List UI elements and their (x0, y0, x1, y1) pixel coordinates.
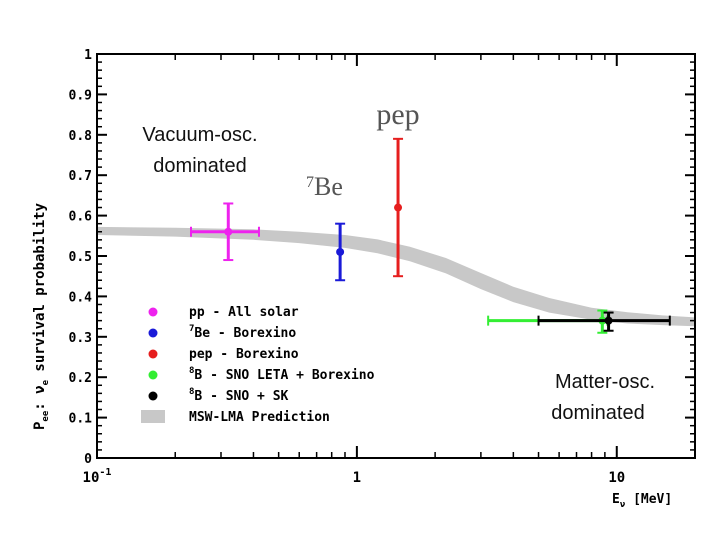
x-axis-title-main: E (612, 492, 620, 507)
pep-label: pep (376, 98, 419, 131)
y-axis-title: Pee: νe survival probability (32, 202, 51, 430)
y-axis-title-tail: survival probability (32, 202, 48, 380)
data-point-7be-borexino (335, 222, 346, 282)
y-axis-title-rest-sub: e (41, 379, 51, 385)
x-tick-label: 10-1 (83, 467, 112, 486)
y-axis-title-rest: : ν (32, 385, 48, 410)
data-layer (190, 137, 671, 334)
msw-lma-band (97, 226, 695, 327)
x-axis-title: Eν [MeV] (612, 492, 672, 510)
legend-item: 8B - SNO + SK (148, 387, 289, 404)
be7-label-sup: 7 (306, 174, 314, 191)
legend-swatch (148, 328, 158, 338)
legend-label-main: Be - Borexino (194, 326, 296, 341)
legend-item: pep - Borexino (148, 347, 299, 362)
legend-label-sup: 7 (189, 324, 194, 334)
prediction-band-layer (97, 226, 695, 327)
annotation-vacuum-line1: Vacuum-osc. (142, 124, 257, 146)
y-tick-label: 0.6 (69, 210, 93, 225)
data-point-pep-borexino (393, 137, 404, 278)
legend-label-sup: 8 (189, 387, 194, 397)
x-tick-label-base: 1 (353, 470, 361, 486)
legend-label: pep - Borexino (189, 347, 299, 362)
legend-swatch (148, 370, 158, 380)
y-tick-label: 0.5 (69, 250, 92, 265)
x-axis-title-tail: [MeV] (625, 492, 672, 507)
y-axis-title-sub: ee (41, 410, 51, 421)
legend-item-band: MSW-LMA Prediction (141, 410, 330, 425)
y-tick-label: 0.2 (69, 371, 92, 386)
x-tick-label: 1 (353, 470, 361, 486)
data-point-8b-sno-sk (537, 311, 671, 332)
annotation-matter-line1: Matter-osc. (555, 371, 655, 393)
y-tick-label: 0 (84, 452, 92, 467)
y-tick-label: 0.7 (69, 169, 92, 184)
y-tick-label: 0.8 (69, 129, 93, 144)
y-axis-title-main: P (32, 422, 48, 430)
annotation-matter-line2: dominated (551, 402, 644, 424)
legend-item: 8B - SNO LETA + Borexino (148, 366, 375, 383)
x-tick-label-base: 10 (608, 470, 625, 486)
legend-label: 7Be - Borexino (189, 324, 296, 341)
y-tick-label: 0.9 (69, 88, 92, 103)
data-marker (604, 316, 613, 325)
y-tick-label: 0.3 (69, 331, 92, 346)
data-marker (336, 247, 345, 256)
legend-band-label: MSW-LMA Prediction (189, 410, 330, 425)
x-tick-label: 10 (608, 470, 625, 486)
legend: pp - All solar 7Be - Borexino pep - Borexi… (141, 305, 375, 425)
legend-label-main: B - SNO + SK (194, 389, 288, 404)
be7-label-main: Be (314, 172, 343, 201)
x-axis-title-sub: ν (620, 500, 626, 510)
legend-swatch (148, 307, 158, 317)
annotation-vacuum-line2: dominated (153, 155, 246, 177)
legend-item: pp - All solar (148, 305, 299, 320)
data-point-pp-all-solar (190, 202, 260, 262)
y-tick-label: 0.4 (69, 290, 93, 305)
legend-label: pp - All solar (189, 305, 299, 320)
legend-item: 7Be - Borexino (148, 324, 296, 341)
legend-swatch (148, 391, 158, 401)
legend-label-sup: 8 (189, 366, 194, 376)
data-marker (394, 203, 403, 212)
x-tick-label-base: 10 (83, 470, 100, 486)
legend-label-main: B - SNO LETA + Borexino (194, 368, 374, 383)
x-tick-label-exp: -1 (99, 467, 111, 478)
legend-swatch (148, 349, 158, 359)
be7-label: 7Be (306, 172, 343, 201)
legend-label: 8B - SNO + SK (189, 387, 289, 404)
y-tick-label: 1 (84, 48, 92, 63)
legend-label: 8B - SNO LETA + Borexino (189, 366, 375, 383)
legend-band-swatch (141, 410, 165, 423)
data-marker (224, 227, 233, 236)
y-tick-label: 0.1 (69, 412, 93, 427)
